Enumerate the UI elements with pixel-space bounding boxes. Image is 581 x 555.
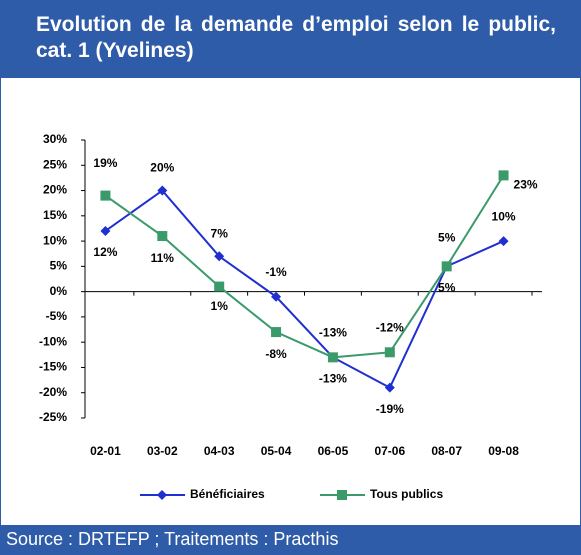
marker bbox=[214, 281, 225, 292]
data-label: 20% bbox=[150, 161, 174, 175]
data-label: 10% bbox=[492, 209, 516, 223]
marker bbox=[327, 352, 338, 363]
y-tick-label: -20% bbox=[39, 385, 67, 399]
series-line bbox=[104, 174, 505, 359]
data-label: 11% bbox=[151, 251, 175, 265]
x-tick-label: 02-01 bbox=[90, 444, 121, 458]
marker bbox=[271, 327, 282, 338]
x-tick-label: 06-05 bbox=[318, 444, 349, 458]
y-tick-label: 25% bbox=[43, 157, 67, 171]
data-label: 5% bbox=[438, 281, 456, 295]
y-tick-label: -25% bbox=[39, 410, 67, 424]
data-label: -12% bbox=[376, 320, 404, 334]
y-tick-label: 20% bbox=[43, 183, 67, 197]
footer: Source : DRTEFP ; Traitements : Practhis bbox=[0, 525, 581, 555]
marker bbox=[384, 382, 395, 393]
marker bbox=[157, 231, 168, 242]
data-label: -1% bbox=[265, 265, 287, 279]
y-tick-label: 30% bbox=[43, 132, 67, 146]
marker bbox=[157, 490, 167, 500]
y-tick-label: -10% bbox=[39, 334, 67, 348]
x-tick-label: 07-06 bbox=[374, 444, 405, 458]
x-tick-label: 08-07 bbox=[431, 444, 462, 458]
marker bbox=[498, 236, 509, 247]
y-tick-label: 5% bbox=[50, 259, 68, 273]
data-label: -13% bbox=[319, 326, 347, 340]
series-line bbox=[104, 189, 504, 390]
marker bbox=[271, 291, 282, 302]
data-label: 23% bbox=[514, 178, 538, 192]
y-tick-label: 15% bbox=[43, 208, 67, 222]
marker bbox=[214, 251, 225, 262]
marker bbox=[441, 261, 452, 272]
x-tick-label: 09-08 bbox=[488, 444, 519, 458]
legend-label: Tous publics bbox=[370, 487, 443, 501]
x-tick-label: 04-03 bbox=[204, 444, 235, 458]
data-label: 1% bbox=[211, 299, 229, 313]
y-tick-label: 10% bbox=[43, 233, 67, 247]
data-label: 12% bbox=[93, 245, 117, 259]
header: Evolution de la demande d’emploi selon l… bbox=[0, 0, 581, 78]
marker bbox=[337, 490, 347, 500]
y-tick-label: -5% bbox=[46, 309, 68, 323]
data-label: 19% bbox=[93, 156, 117, 170]
legend-label: Bénéficiaires bbox=[190, 487, 265, 501]
data-label: -13% bbox=[319, 372, 347, 386]
data-label: 7% bbox=[211, 226, 229, 240]
x-tick-label: 03-02 bbox=[147, 444, 178, 458]
marker bbox=[100, 190, 111, 201]
marker bbox=[498, 170, 509, 181]
y-tick-label: 0% bbox=[50, 284, 68, 298]
data-label: 5% bbox=[438, 231, 456, 245]
marker bbox=[157, 185, 168, 196]
chart-title: Evolution de la demande d’emploi selon l… bbox=[36, 13, 556, 62]
data-label: -8% bbox=[265, 347, 287, 361]
x-tick-label: 05-04 bbox=[261, 444, 292, 458]
marker bbox=[100, 225, 111, 236]
marker bbox=[384, 347, 395, 358]
source: Source : DRTEFP ; Traitements : Practhis bbox=[6, 529, 339, 549]
data-label: -19% bbox=[376, 402, 404, 416]
y-tick-label: -15% bbox=[39, 360, 67, 374]
